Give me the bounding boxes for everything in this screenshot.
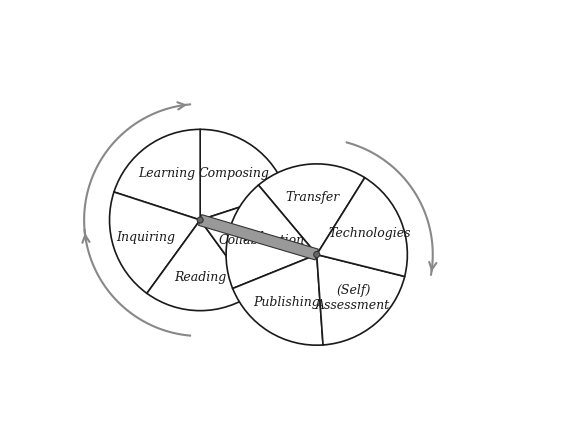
Text: Talk: Talk	[241, 231, 268, 244]
Wedge shape	[317, 178, 407, 276]
Text: Learning: Learning	[138, 167, 195, 180]
Text: (Self)
Assessment: (Self) Assessment	[316, 284, 390, 312]
Wedge shape	[200, 129, 286, 220]
Text: Collaboration: Collaboration	[218, 234, 304, 247]
Wedge shape	[114, 129, 200, 220]
Wedge shape	[147, 220, 253, 311]
Wedge shape	[226, 185, 317, 289]
Polygon shape	[199, 215, 319, 260]
Text: Inquiring: Inquiring	[116, 231, 175, 244]
Text: Technologies: Technologies	[328, 227, 411, 240]
Wedge shape	[200, 192, 291, 293]
Text: Reading: Reading	[174, 271, 226, 284]
Text: Publishing: Publishing	[253, 297, 320, 309]
Wedge shape	[109, 192, 200, 293]
Wedge shape	[317, 254, 405, 345]
Text: Composing: Composing	[198, 167, 269, 180]
Wedge shape	[233, 254, 323, 345]
Text: Transfer: Transfer	[285, 191, 340, 204]
Circle shape	[197, 217, 203, 223]
Wedge shape	[258, 164, 365, 254]
Circle shape	[313, 252, 320, 257]
